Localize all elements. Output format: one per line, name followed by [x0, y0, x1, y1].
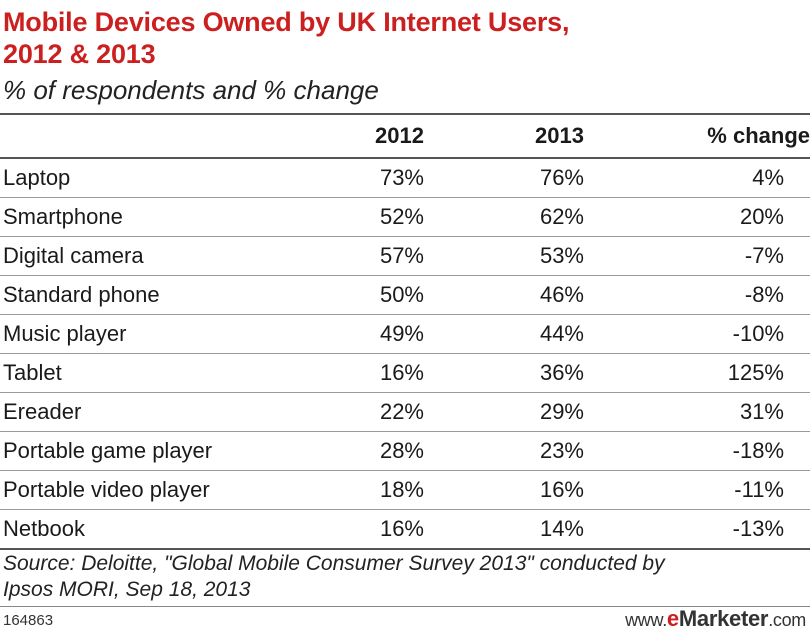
value-change: 125% [586, 353, 810, 393]
chart-title: Mobile Devices Owned by UK Internet User… [3, 6, 803, 70]
value-change: -11% [586, 470, 810, 510]
chart-title-line2: 2012 & 2013 [3, 39, 156, 69]
value-2013: 76% [426, 158, 586, 198]
value-2012: 52% [300, 197, 426, 237]
table-row: Standard phone 50% 46% -8% [0, 275, 810, 315]
table-row: Laptop 73% 76% 4% [0, 158, 810, 198]
table-header-row: 2012 2013 % change [0, 115, 810, 159]
table-row: Music player 49% 44% -10% [0, 314, 810, 354]
brand-name: Marketer [678, 606, 769, 631]
table-row: Tablet 16% 36% 125% [0, 353, 810, 393]
device-label: Smartphone [0, 197, 300, 237]
value-2012: 73% [300, 158, 426, 198]
value-2013: 44% [426, 314, 586, 354]
header-device [0, 115, 300, 159]
brand-prefix: www. [625, 610, 667, 630]
brand-logo: www.eMarketer.com [625, 606, 806, 632]
value-2013: 14% [426, 509, 586, 550]
device-label: Netbook [0, 509, 300, 550]
value-2013: 16% [426, 470, 586, 510]
table-row: Netbook 16% 14% -13% [0, 509, 810, 550]
header-2012: 2012 [300, 115, 426, 159]
device-label: Tablet [0, 353, 300, 393]
table-row: Portable game player 28% 23% -18% [0, 431, 810, 471]
value-2013: 29% [426, 392, 586, 432]
value-change: -18% [586, 431, 810, 471]
device-label: Portable video player [0, 470, 300, 510]
value-2012: 16% [300, 353, 426, 393]
value-change: -10% [586, 314, 810, 354]
brand-e: e [666, 606, 679, 631]
value-change: -7% [586, 236, 810, 276]
value-2012: 57% [300, 236, 426, 276]
header-top-rule [0, 113, 810, 115]
table-row: Smartphone 52% 62% 20% [0, 197, 810, 237]
table-row: Digital camera 57% 53% -7% [0, 236, 810, 276]
value-change: 31% [586, 392, 810, 432]
value-change: -8% [586, 275, 810, 315]
value-change: 20% [586, 197, 810, 237]
value-2012: 28% [300, 431, 426, 471]
table-row: Portable video player 18% 16% -11% [0, 470, 810, 510]
header-change: % change [586, 115, 810, 159]
value-change: -13% [586, 509, 810, 550]
table-row: Ereader 22% 29% 31% [0, 392, 810, 432]
brand-suffix: .com [768, 610, 806, 630]
value-2013: 62% [426, 197, 586, 237]
value-2013: 53% [426, 236, 586, 276]
source-line2: Ipsos MORI, Sep 18, 2013 [3, 578, 251, 601]
source-line1: Source: Deloitte, "Global Mobile Consume… [3, 552, 665, 575]
device-label: Laptop [0, 158, 300, 198]
device-label: Digital camera [0, 236, 300, 276]
header-2013: 2013 [426, 115, 586, 159]
table-body: Laptop 73% 76% 4% Smartphone 52% 62% 20% Digital… [0, 158, 810, 550]
value-2013: 23% [426, 431, 586, 471]
chart-id: 164863 [3, 612, 54, 629]
data-table: 2012 2013 % change Laptop 73% 76% 4% Smartph… [0, 115, 810, 550]
device-label: Portable game player [0, 431, 300, 471]
value-2012: 22% [300, 392, 426, 432]
device-label: Standard phone [0, 275, 300, 315]
value-2012: 18% [300, 470, 426, 510]
value-change: 4% [586, 158, 810, 198]
device-label: Ereader [0, 392, 300, 432]
chart-subtitle: % of respondents and % change [3, 75, 379, 105]
value-2012: 50% [300, 275, 426, 315]
source-note: Source: Deloitte, "Global Mobile Consume… [3, 551, 803, 603]
value-2012: 49% [300, 314, 426, 354]
value-2012: 16% [300, 509, 426, 550]
device-label: Music player [0, 314, 300, 354]
chart-title-line1: Mobile Devices Owned by UK Internet User… [3, 7, 570, 37]
footer-rule [0, 606, 810, 607]
value-2013: 36% [426, 353, 586, 393]
value-2013: 46% [426, 275, 586, 315]
